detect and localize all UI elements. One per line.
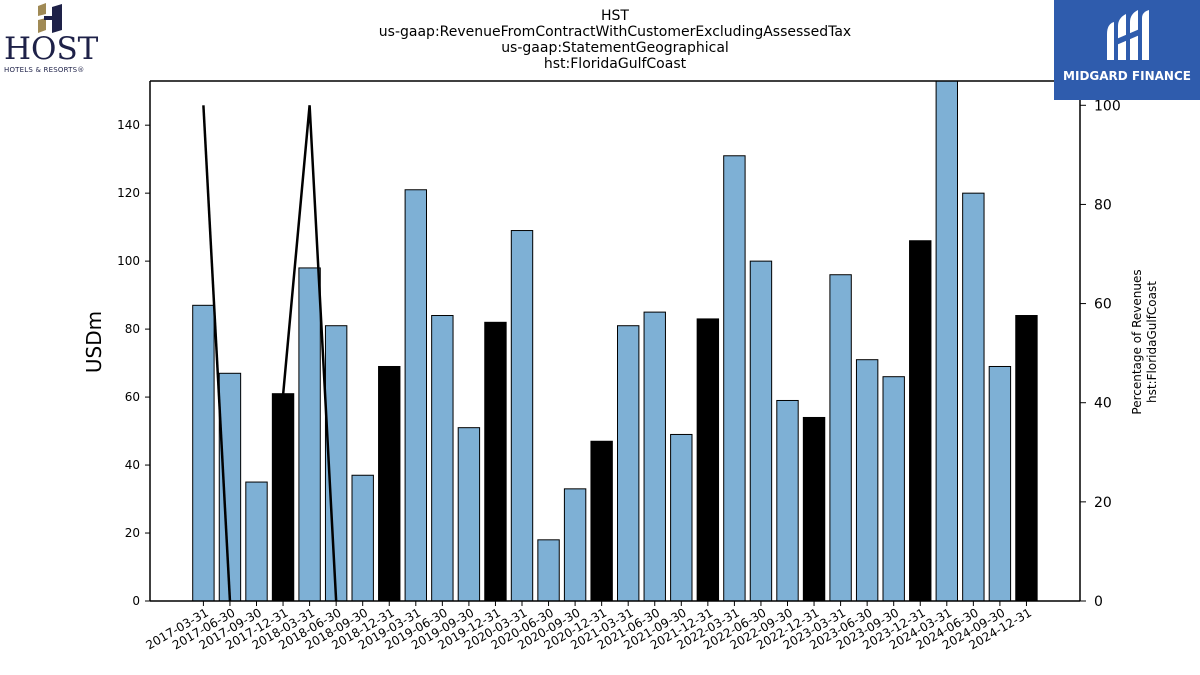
midgard-finance-logo: MIDGARD FINANCE [1054, 0, 1200, 100]
y-tick-label: 120 [117, 186, 140, 200]
bar-2017-03-31 [192, 304, 215, 602]
bar-2019-09-30 [457, 427, 481, 602]
y-tick-label: 0 [132, 594, 140, 608]
y-tick-label: 80 [125, 322, 140, 336]
left-axis-label: USDm [82, 311, 106, 373]
y2-tick-label: 100 [1094, 98, 1121, 114]
y-tick-label: 140 [117, 118, 140, 132]
bar-2018-09-30 [351, 474, 374, 602]
bar-2020-12-31 [590, 440, 613, 602]
y2-tick-label: 20 [1094, 495, 1112, 511]
bar-2019-06-30 [431, 315, 454, 602]
bar-2020-03-31 [510, 230, 534, 602]
bar-2020-06-30 [537, 539, 560, 602]
bar-2019-12-31 [484, 321, 507, 602]
y-tick-label: 100 [117, 254, 140, 268]
midgard-m-icon [1107, 10, 1149, 60]
bar-2017-09-30 [245, 481, 268, 602]
x-axis: 2017-03-312017-06-302017-09-302017-12-31… [143, 601, 1034, 652]
bar-2021-03-31 [617, 325, 640, 602]
bar-2022-03-31 [723, 155, 746, 602]
midgard-wordmark: MIDGARD FINANCE [1063, 69, 1191, 83]
y-tick-label: 20 [125, 526, 140, 540]
bar-2020-09-30 [563, 488, 587, 602]
chart-title: HST us-gaap:RevenueFromContractWithCusto… [379, 8, 851, 72]
host-wordmark: HOST [4, 31, 99, 67]
bar-2023-06-30 [855, 359, 879, 602]
percentage-line-segment [202, 105, 232, 602]
y-tick-label: 40 [125, 458, 140, 472]
y2-tick-label: 60 [1094, 297, 1112, 313]
bar-2024-12-31 [1015, 315, 1038, 602]
bar-series [192, 80, 1038, 602]
y-tick-label: 60 [125, 390, 140, 404]
host-tagline: HOTELS & RESORTS® [4, 66, 85, 74]
right-y-axis: 0 20 40 60 80 100 [1080, 98, 1121, 610]
bar-2021-12-31 [696, 318, 720, 602]
bar-2018-03-31 [298, 267, 321, 602]
y2-tick-label: 0 [1094, 594, 1103, 610]
chart-title-line-1: HST [601, 8, 629, 24]
bar-2022-09-30 [776, 399, 799, 602]
bar-2023-03-31 [829, 274, 852, 602]
bar-2024-06-30 [962, 192, 985, 602]
y2-tick-label: 80 [1094, 197, 1112, 213]
right-axis-label-line-2: hst:FloridaGulfCoast [1145, 281, 1159, 403]
chart-title-line-2: us-gaap:RevenueFromContractWithCustomerE… [379, 24, 851, 40]
bar-2022-06-30 [749, 260, 773, 602]
y2-tick-label: 40 [1094, 396, 1112, 412]
chart-title-line-3: us-gaap:StatementGeographical [501, 40, 729, 56]
host-mark-icon [38, 3, 62, 33]
bar-2023-09-30 [882, 376, 905, 602]
right-axis-label-line-1: Percentage of Revenues [1130, 269, 1144, 414]
chart-title-line-4: hst:FloridaGulfCoast [544, 56, 687, 72]
bar-2024-09-30 [988, 365, 1012, 602]
bar-2024-03-31 [935, 80, 958, 602]
bar-2023-12-31 [909, 240, 932, 602]
host-logo: HOST HOTELS & RESORTS® [2, 2, 102, 77]
left-y-axis: 0 20 40 60 80 100 120 140 [117, 118, 150, 608]
bar-2021-06-30 [643, 311, 666, 602]
percentage-line-series [202, 105, 338, 602]
bar-2021-09-30 [670, 433, 693, 602]
bar-2018-12-31 [378, 365, 401, 602]
bar-2022-12-31 [802, 416, 826, 602]
percentage-line-segment [281, 105, 338, 602]
bar-2017-12-31 [271, 393, 295, 602]
bar-2019-03-31 [404, 189, 428, 602]
chart-axes [149, 80, 1081, 602]
bar-2017-06-30 [218, 372, 242, 602]
